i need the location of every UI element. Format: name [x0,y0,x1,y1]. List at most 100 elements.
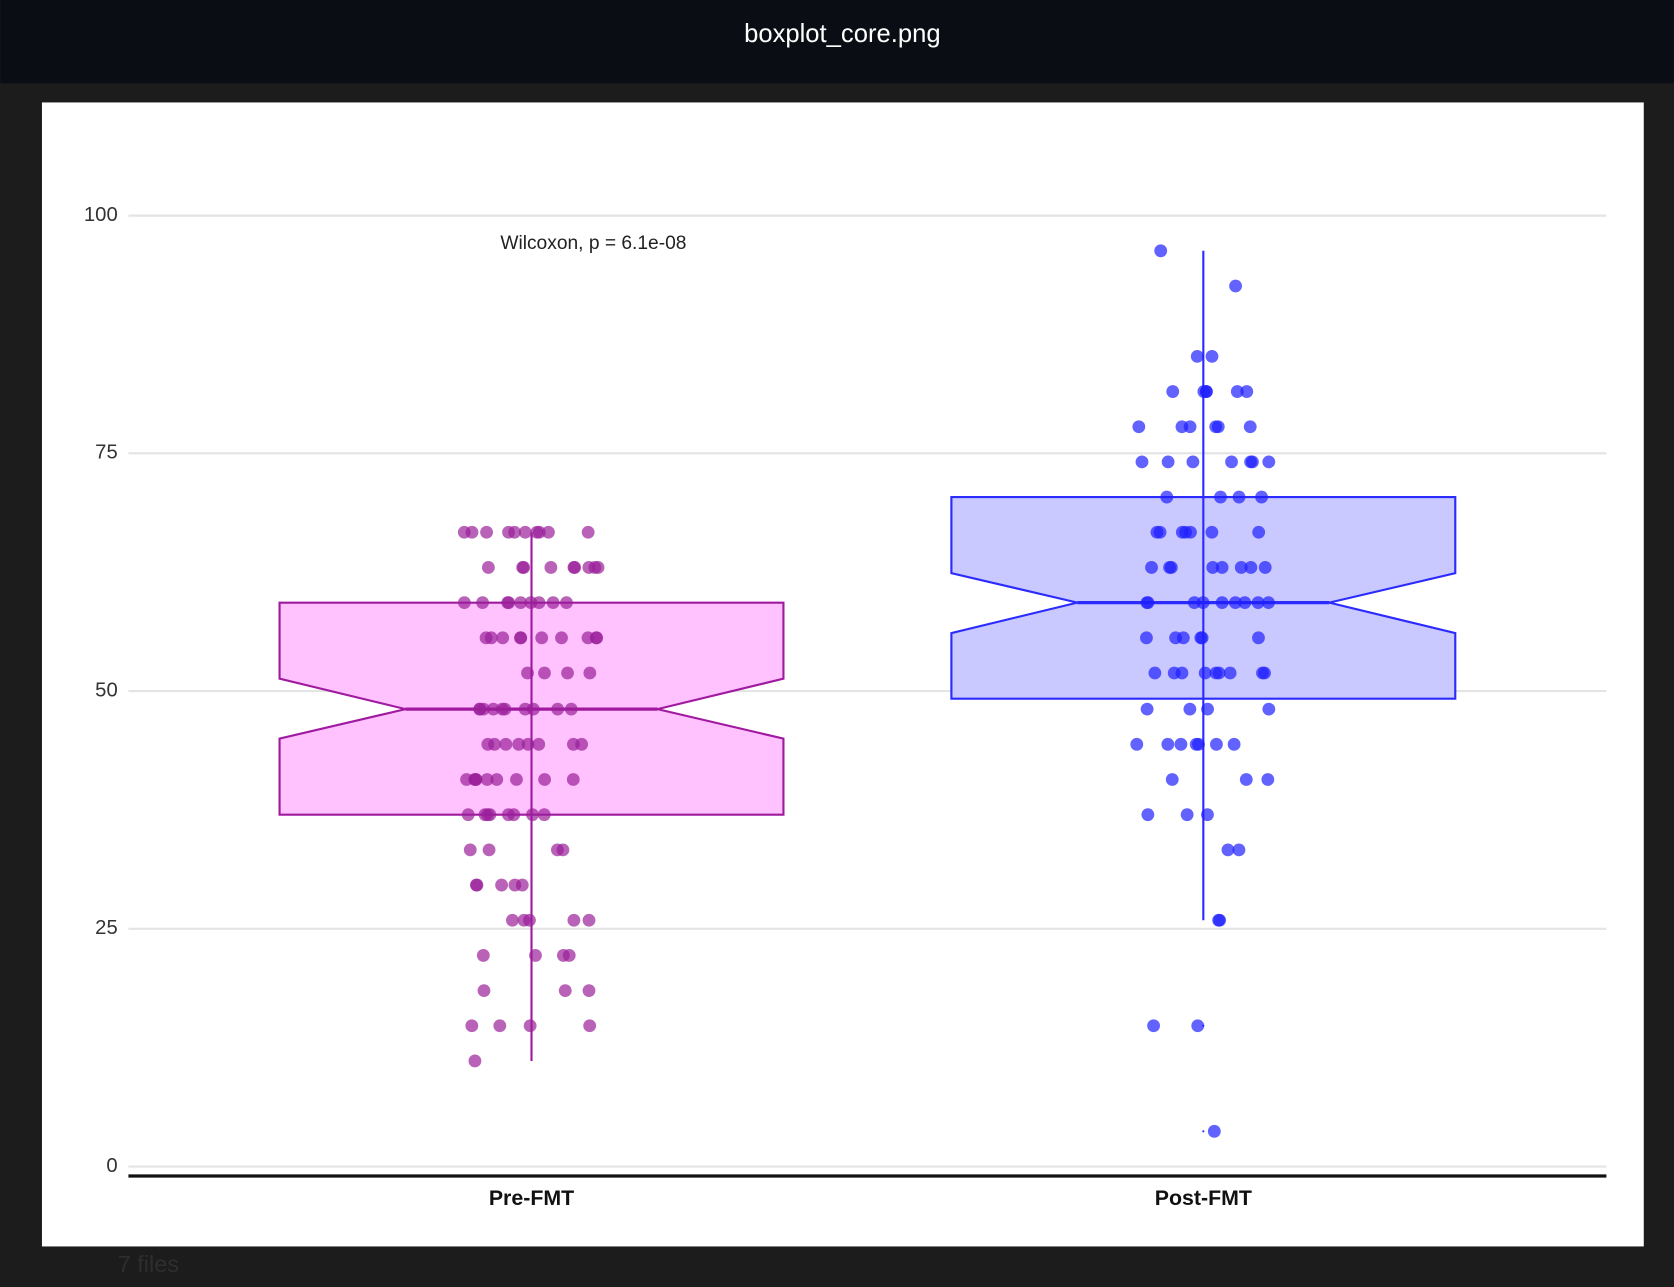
data-point [463,843,477,857]
data-point [1161,455,1175,469]
data-point [582,561,596,574]
data-point [510,773,523,786]
data-point [470,878,484,892]
data-point [493,1019,507,1033]
data-point [516,561,530,574]
data-point [465,1019,479,1033]
title-bar [0,0,1674,84]
data-point [1261,773,1275,786]
data-point [1190,349,1204,363]
data-point [1223,666,1237,680]
data-point [1227,737,1241,751]
data-point [591,561,605,574]
data-point [523,1019,537,1033]
data-point [583,666,597,680]
data-point [530,525,544,539]
data-point [478,808,492,822]
data-point [468,773,482,786]
data-point [1169,631,1183,645]
data-point [561,666,574,680]
data-point [538,666,551,680]
data-point [1252,631,1265,645]
data-point [1232,490,1246,504]
data-point [529,949,542,962]
data-point [555,631,568,645]
data-point [558,984,572,997]
y-tick-label: 0 [106,1155,117,1177]
data-point [1232,843,1246,857]
data-point [1161,737,1175,751]
data-point [1153,525,1167,539]
data-point [542,525,555,539]
data-point [1198,666,1212,680]
data-point [1229,279,1242,293]
data-point [473,702,487,716]
data-point [1166,385,1180,398]
data-point [1164,561,1178,574]
y-tick-label: 100 [84,204,118,226]
data-point [1244,561,1258,574]
data-point [1230,385,1244,398]
data-point [1255,490,1268,504]
data-point [1160,490,1174,504]
data-point [1183,702,1197,716]
data-point [461,808,475,822]
data-point [1148,666,1162,680]
window-title: boxplot_core.png [744,20,941,48]
data-point [582,984,596,997]
data-point [544,561,558,574]
data-point [1130,737,1144,751]
data-point [581,525,595,539]
data-point [1210,737,1223,751]
data-point [1135,455,1149,469]
data-point [476,596,489,610]
data-point [1258,561,1272,574]
data-point [1239,773,1253,786]
data-point [1186,455,1200,469]
data-point [1238,596,1252,610]
data-point [517,913,531,927]
data-point [482,843,496,857]
data-point [1211,420,1225,434]
data-point [1206,561,1220,574]
data-point [457,596,471,610]
data-point [1187,596,1201,610]
data-point [556,843,570,857]
data-point [1141,808,1155,822]
data-point [484,631,498,645]
data-point [1175,420,1189,434]
data-point [1201,702,1214,716]
data-point [1205,525,1219,539]
footer-text: 7 files [118,1251,179,1277]
data-point [1145,561,1158,574]
data-point [495,878,508,892]
data-point [490,773,504,786]
data-point [524,596,538,610]
data-point [1225,455,1238,469]
data-point [1147,1019,1160,1033]
data-point [1209,666,1223,680]
y-tick-label: 50 [95,679,118,701]
data-point [581,631,595,645]
x-tick-label: Pre-FMT [489,1186,574,1210]
data-point [481,737,495,751]
data-point [1221,843,1235,857]
plot: 0 25 50 75 100 Wilcoxon, p = 6.1e-08 Pre-FMT Po… [84,204,1607,1210]
data-point [1191,1019,1205,1033]
data-point [1251,596,1265,610]
data-point [526,808,539,822]
data-point [1215,561,1229,574]
data-point [507,808,521,822]
data-point [506,913,519,927]
data-point [538,773,552,786]
data-point [514,596,528,610]
data-point [468,1054,482,1068]
data-point [1201,808,1214,822]
data-point [1180,808,1194,822]
data-point [1140,702,1154,716]
data-point [1258,666,1271,680]
data-point [1132,420,1146,434]
data-point [1262,596,1275,610]
data-point [537,808,551,822]
